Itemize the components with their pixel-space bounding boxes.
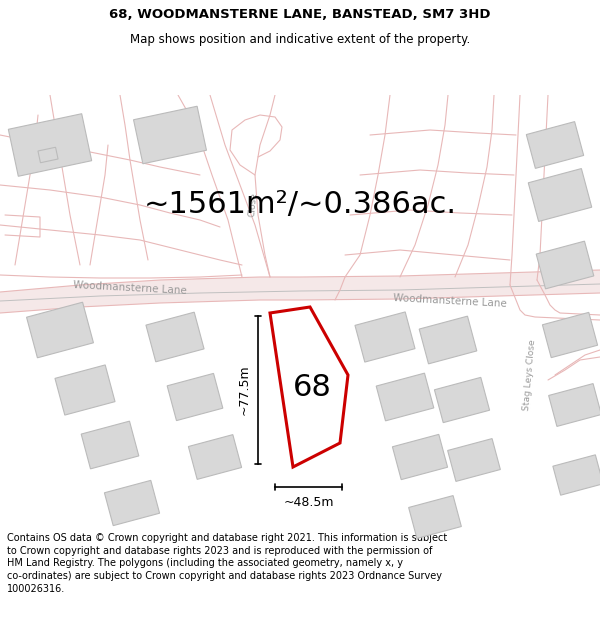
Polygon shape bbox=[26, 302, 94, 358]
Text: Woodmansterne Lane: Woodmansterne Lane bbox=[393, 293, 507, 309]
Polygon shape bbox=[448, 439, 500, 481]
Text: ~77.5m: ~77.5m bbox=[238, 364, 251, 415]
Polygon shape bbox=[270, 307, 348, 467]
Polygon shape bbox=[542, 312, 598, 358]
Polygon shape bbox=[409, 496, 461, 538]
Polygon shape bbox=[526, 122, 584, 168]
Polygon shape bbox=[548, 384, 600, 426]
Text: ~1561m²/~0.386ac.: ~1561m²/~0.386ac. bbox=[143, 191, 457, 219]
Polygon shape bbox=[376, 373, 434, 421]
Polygon shape bbox=[134, 106, 206, 164]
Text: 68: 68 bbox=[293, 372, 331, 401]
Polygon shape bbox=[8, 114, 92, 176]
Polygon shape bbox=[55, 365, 115, 415]
Text: Woodmansterne Lane: Woodmansterne Lane bbox=[73, 280, 187, 296]
Polygon shape bbox=[355, 312, 415, 362]
Polygon shape bbox=[392, 434, 448, 479]
Text: Contains OS data © Crown copyright and database right 2021. This information is : Contains OS data © Crown copyright and d… bbox=[7, 533, 448, 594]
Polygon shape bbox=[167, 373, 223, 421]
Polygon shape bbox=[434, 378, 490, 423]
Text: Close: Close bbox=[247, 192, 259, 218]
Polygon shape bbox=[553, 455, 600, 495]
Polygon shape bbox=[536, 241, 594, 289]
Polygon shape bbox=[38, 148, 58, 162]
Polygon shape bbox=[0, 270, 600, 313]
Polygon shape bbox=[146, 312, 204, 362]
Text: 68, WOODMANSTERNE LANE, BANSTEAD, SM7 3HD: 68, WOODMANSTERNE LANE, BANSTEAD, SM7 3H… bbox=[109, 9, 491, 21]
Polygon shape bbox=[188, 434, 242, 479]
Polygon shape bbox=[419, 316, 477, 364]
Polygon shape bbox=[104, 481, 160, 526]
Polygon shape bbox=[81, 421, 139, 469]
Text: Stag Leys Close: Stag Leys Close bbox=[523, 339, 538, 411]
Text: ~48.5m: ~48.5m bbox=[283, 496, 334, 509]
Polygon shape bbox=[528, 169, 592, 221]
Text: Map shows position and indicative extent of the property.: Map shows position and indicative extent… bbox=[130, 32, 470, 46]
